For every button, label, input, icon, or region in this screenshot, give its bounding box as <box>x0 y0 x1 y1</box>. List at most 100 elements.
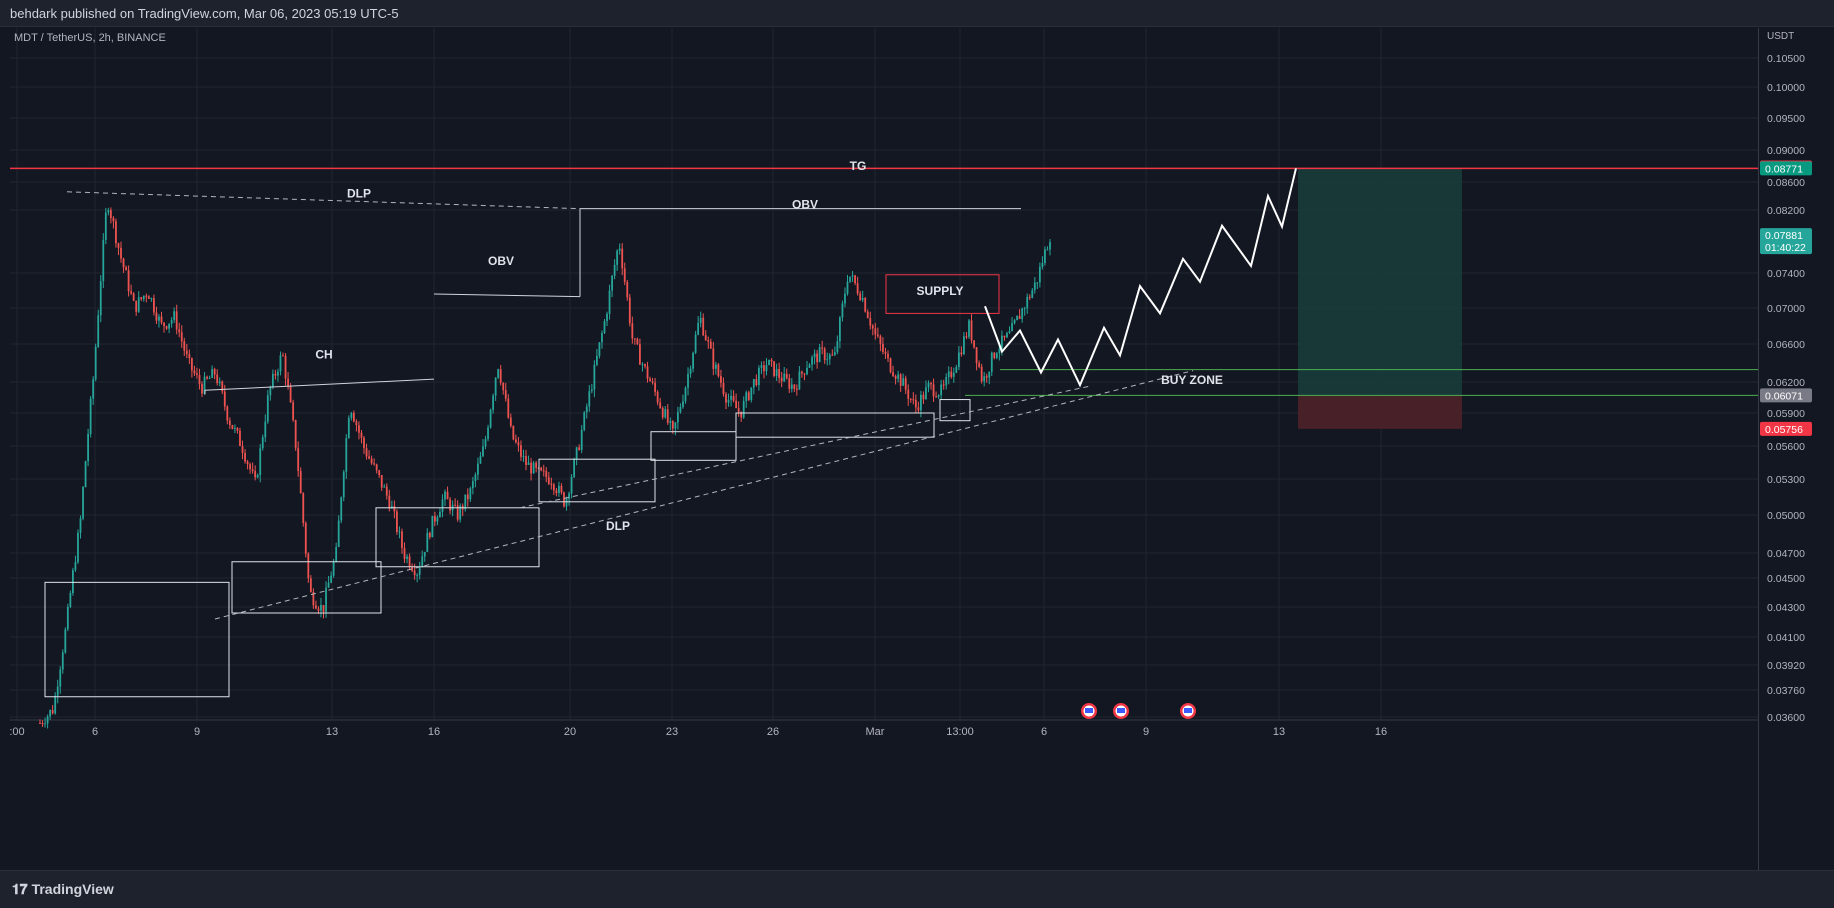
candle-body <box>271 373 274 387</box>
candle-body <box>661 407 664 418</box>
candle-body <box>636 338 639 345</box>
x-tick-label: 13 <box>1273 726 1285 738</box>
candle-body <box>1038 266 1041 283</box>
candle-body <box>246 461 249 465</box>
candle-body <box>365 448 368 457</box>
candle-body <box>479 456 482 464</box>
candle-body <box>644 364 646 367</box>
price-axis[interactable]: USDT 0.10500 0.10000 0.09500 0.09000 0.08600 0… <box>1758 28 1834 870</box>
candle-body <box>937 395 940 398</box>
candle-body <box>671 421 674 429</box>
candle-body <box>259 448 262 475</box>
candle-body <box>355 421 358 426</box>
price-chart[interactable]: MDT / TetherUS, 2h, BINANCE TG DLP OBV OBV CH… <box>9 28 1758 870</box>
candle-body <box>61 652 64 670</box>
x-tick-label: 16 <box>1375 726 1387 738</box>
candle-body <box>312 592 315 606</box>
y-tick-label: 0.07000 <box>1767 303 1805 315</box>
candle-body <box>803 373 806 375</box>
candle-body <box>1028 296 1031 298</box>
candle-body <box>583 412 586 430</box>
candle-body <box>193 370 196 374</box>
candle-body <box>947 371 950 378</box>
candle-body <box>315 605 317 609</box>
candle-body <box>322 604 325 612</box>
candle-body <box>226 406 229 421</box>
candle-body <box>137 297 140 312</box>
candle-body <box>922 394 925 400</box>
candle-body <box>616 250 619 265</box>
candle-body <box>917 407 920 411</box>
candle-body <box>416 574 419 576</box>
candle-body <box>282 355 284 357</box>
candle-body <box>502 382 505 391</box>
candle-body <box>942 384 945 386</box>
candle-body <box>737 408 740 412</box>
candle-body <box>66 606 69 630</box>
economic-event-icon <box>1081 703 1097 719</box>
tradingview-logo[interactable]: 𝟏𝟕 TradingView <box>12 881 114 898</box>
candle-body <box>304 522 307 554</box>
candle-body <box>56 686 59 696</box>
candle-body <box>765 365 768 372</box>
price-label-value: 0.08771 <box>1765 163 1803 175</box>
structure-line <box>579 208 1021 297</box>
y-tick-label: 0.04100 <box>1767 632 1805 644</box>
candle-body <box>790 384 793 389</box>
chart-pane[interactable]: MDT / TetherUS, 2h, BINANCE TG DLP OBV OBV CH… <box>9 28 1758 870</box>
candle-body <box>585 406 588 413</box>
y-tick-label: 0.04300 <box>1767 602 1805 614</box>
event-icon-flag <box>1117 708 1125 713</box>
candle-body <box>978 363 981 367</box>
dlp-inner-trendline <box>519 385 1091 509</box>
candle-body <box>302 493 305 523</box>
candle-body <box>623 268 626 282</box>
candle-body <box>436 517 439 522</box>
candle-body <box>380 475 383 488</box>
candle-body <box>173 311 176 320</box>
annotation-label: TG <box>850 159 867 173</box>
candle-body <box>995 353 998 358</box>
y-tick-label: 0.04700 <box>1767 548 1805 560</box>
candle-body <box>520 445 522 457</box>
candle-body <box>201 383 203 394</box>
candle-body <box>188 354 191 359</box>
candle-body <box>208 377 211 379</box>
candle-body <box>861 298 864 300</box>
candle-body <box>327 582 330 588</box>
candle-body <box>239 430 241 446</box>
candle-body <box>570 476 573 494</box>
candle-body <box>712 348 715 369</box>
candle-body <box>39 723 41 724</box>
x-tick-label: :00 <box>10 726 25 738</box>
candle-body <box>651 381 654 383</box>
candle-body <box>532 462 535 474</box>
candle-body <box>871 325 874 329</box>
y-tick-label: 0.05300 <box>1767 474 1805 486</box>
candle-body <box>94 346 97 380</box>
candle-body <box>175 311 178 330</box>
candle-body <box>287 378 289 387</box>
candle-body <box>411 566 414 571</box>
candle-body <box>801 371 803 374</box>
candle-body <box>633 338 636 340</box>
candle-body <box>466 494 469 500</box>
candle-body <box>732 395 735 401</box>
candle-body <box>603 321 606 333</box>
candle-body <box>431 515 434 538</box>
candle-body <box>332 561 335 576</box>
candle-body <box>578 447 581 450</box>
candle-body <box>856 283 859 294</box>
candle-body <box>909 398 912 400</box>
candle-body <box>1023 308 1026 310</box>
y-tick-label: 0.06600 <box>1767 339 1805 351</box>
candle-body <box>679 407 682 413</box>
y-tick-label: 0.09000 <box>1767 145 1805 157</box>
candle-body <box>884 351 887 354</box>
symbol-info: MDT / TetherUS, 2h, BINANCE <box>14 32 166 44</box>
annotation-label: OBV <box>488 254 514 268</box>
candle-body <box>388 495 391 509</box>
candle-body <box>117 243 120 248</box>
candle-body <box>1031 290 1034 298</box>
candle-body <box>64 629 67 653</box>
